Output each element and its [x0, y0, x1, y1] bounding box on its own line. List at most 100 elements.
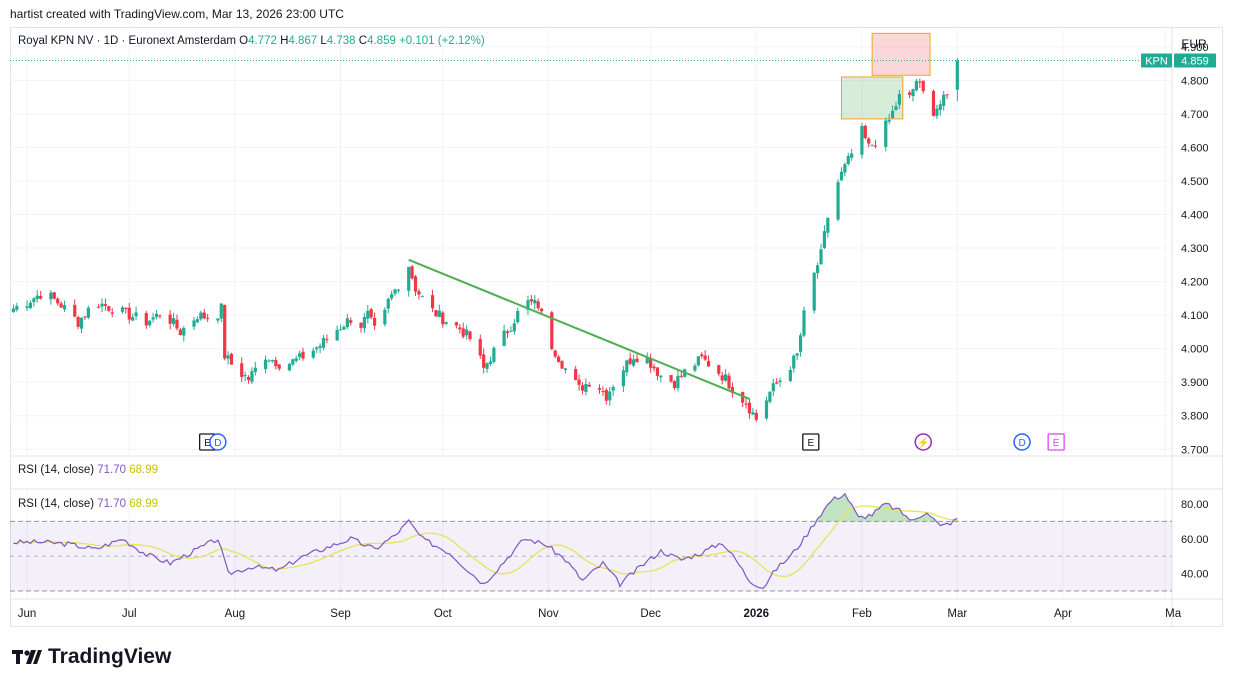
candle-body	[107, 306, 111, 311]
price-tick-label: 4.900	[1181, 42, 1209, 54]
candle-body	[812, 272, 816, 311]
candle-body	[911, 89, 915, 97]
candle-body	[516, 311, 520, 323]
candle-body	[843, 164, 847, 173]
candle-body	[747, 402, 752, 414]
candle-body	[321, 337, 326, 348]
high-label: H	[280, 35, 289, 47]
price-tick-label: 3.800	[1181, 411, 1209, 423]
candle-body	[100, 303, 104, 307]
close-label: C	[358, 35, 368, 47]
candle-body	[798, 335, 803, 352]
candle-body	[744, 403, 748, 405]
candle-body	[955, 60, 959, 90]
candle-body	[553, 350, 557, 357]
candle-body	[79, 317, 84, 329]
brand-name: TradingView	[48, 645, 172, 668]
candle-body	[672, 381, 677, 388]
candle-body	[373, 317, 377, 326]
rsi-legend-1: RSI (14, close) 71.70 68.99	[18, 464, 158, 476]
candle-body	[478, 339, 482, 356]
candle-body	[171, 318, 176, 324]
event-marker	[1013, 433, 1031, 451]
rsi-legend-2: RSI (14, close) 71.70 68.99	[18, 498, 158, 510]
currency-button[interactable]: EUR	[1181, 37, 1207, 51]
candle-body	[884, 120, 888, 147]
candle-body	[298, 353, 302, 358]
candle-body	[696, 356, 700, 366]
candle-body	[700, 354, 704, 357]
candle-body	[267, 360, 271, 362]
candle-body	[349, 320, 353, 323]
candle-body	[724, 374, 728, 381]
candle-body	[390, 294, 394, 299]
candle-body	[577, 379, 581, 385]
event-marker	[1047, 433, 1065, 451]
candle-body	[263, 359, 268, 370]
candle-body	[86, 307, 90, 318]
rsi-ma-value: 68.99	[129, 498, 159, 510]
candle-body	[730, 387, 735, 393]
candle-body	[168, 314, 172, 324]
candle-body	[52, 292, 56, 299]
candle-body	[11, 308, 16, 312]
candle-body	[311, 350, 315, 358]
candle-body	[345, 318, 349, 328]
candle-body	[151, 317, 155, 320]
candle-body	[631, 359, 636, 366]
candle-body	[15, 306, 19, 310]
time-tick-label: Sep	[330, 608, 350, 620]
candle-body	[226, 355, 230, 359]
candle-body	[444, 322, 448, 324]
tradingview-logo: TradingView	[12, 645, 171, 669]
price-tick-label: 3.900	[1181, 377, 1209, 389]
candle-body	[441, 312, 445, 325]
candle-body	[124, 308, 128, 310]
candle-body	[144, 313, 148, 326]
change-value: +0.101 (+2.12%)	[399, 35, 485, 47]
candle-body	[635, 358, 639, 363]
price-tag-value-bg	[1174, 53, 1216, 68]
candle-body	[103, 304, 108, 306]
candle-body	[529, 299, 533, 302]
candle-body	[931, 90, 936, 116]
candle-body	[465, 329, 469, 336]
candle-body	[246, 377, 251, 381]
candle-body	[870, 144, 874, 146]
time-tick-label: 2026	[743, 608, 769, 620]
candle-body	[771, 383, 775, 392]
rsi-label: RSI (14, close)	[18, 498, 95, 510]
price-tick-label: 4.400	[1181, 209, 1209, 221]
price-tick-label: 3.700	[1181, 444, 1209, 456]
candle-body	[468, 331, 472, 340]
time-tick-label: Oct	[434, 608, 453, 620]
candle-body	[301, 351, 305, 359]
candle-body	[229, 353, 234, 365]
candle-body	[291, 359, 295, 365]
candle-body	[563, 368, 568, 370]
price-tick-label: 4.100	[1181, 310, 1209, 322]
candle-body	[396, 289, 401, 291]
event-marker-label: ⚡	[917, 436, 929, 449]
symbol-legend: Royal KPN NV · 1D · Euronext Amsterdam O…	[18, 35, 485, 47]
candle-body	[362, 317, 366, 329]
candle-body	[240, 363, 244, 377]
time-tick-label: Mar	[947, 608, 967, 620]
candle-body	[676, 375, 680, 389]
candle-body	[512, 323, 516, 332]
candle-body	[584, 383, 588, 392]
rsi-tick-label: 60.00	[1181, 534, 1209, 546]
candle-body	[417, 291, 421, 295]
candle-body	[533, 299, 537, 304]
candle-body	[393, 289, 397, 294]
candle-body	[39, 296, 43, 299]
candle-body	[645, 357, 649, 364]
candle-body	[73, 304, 77, 317]
candle-body	[942, 94, 946, 106]
candle-body	[536, 301, 540, 309]
candle-body	[216, 318, 220, 321]
candle-body	[625, 360, 629, 373]
high-value: 4.867	[288, 35, 318, 47]
candle-body	[539, 308, 544, 312]
